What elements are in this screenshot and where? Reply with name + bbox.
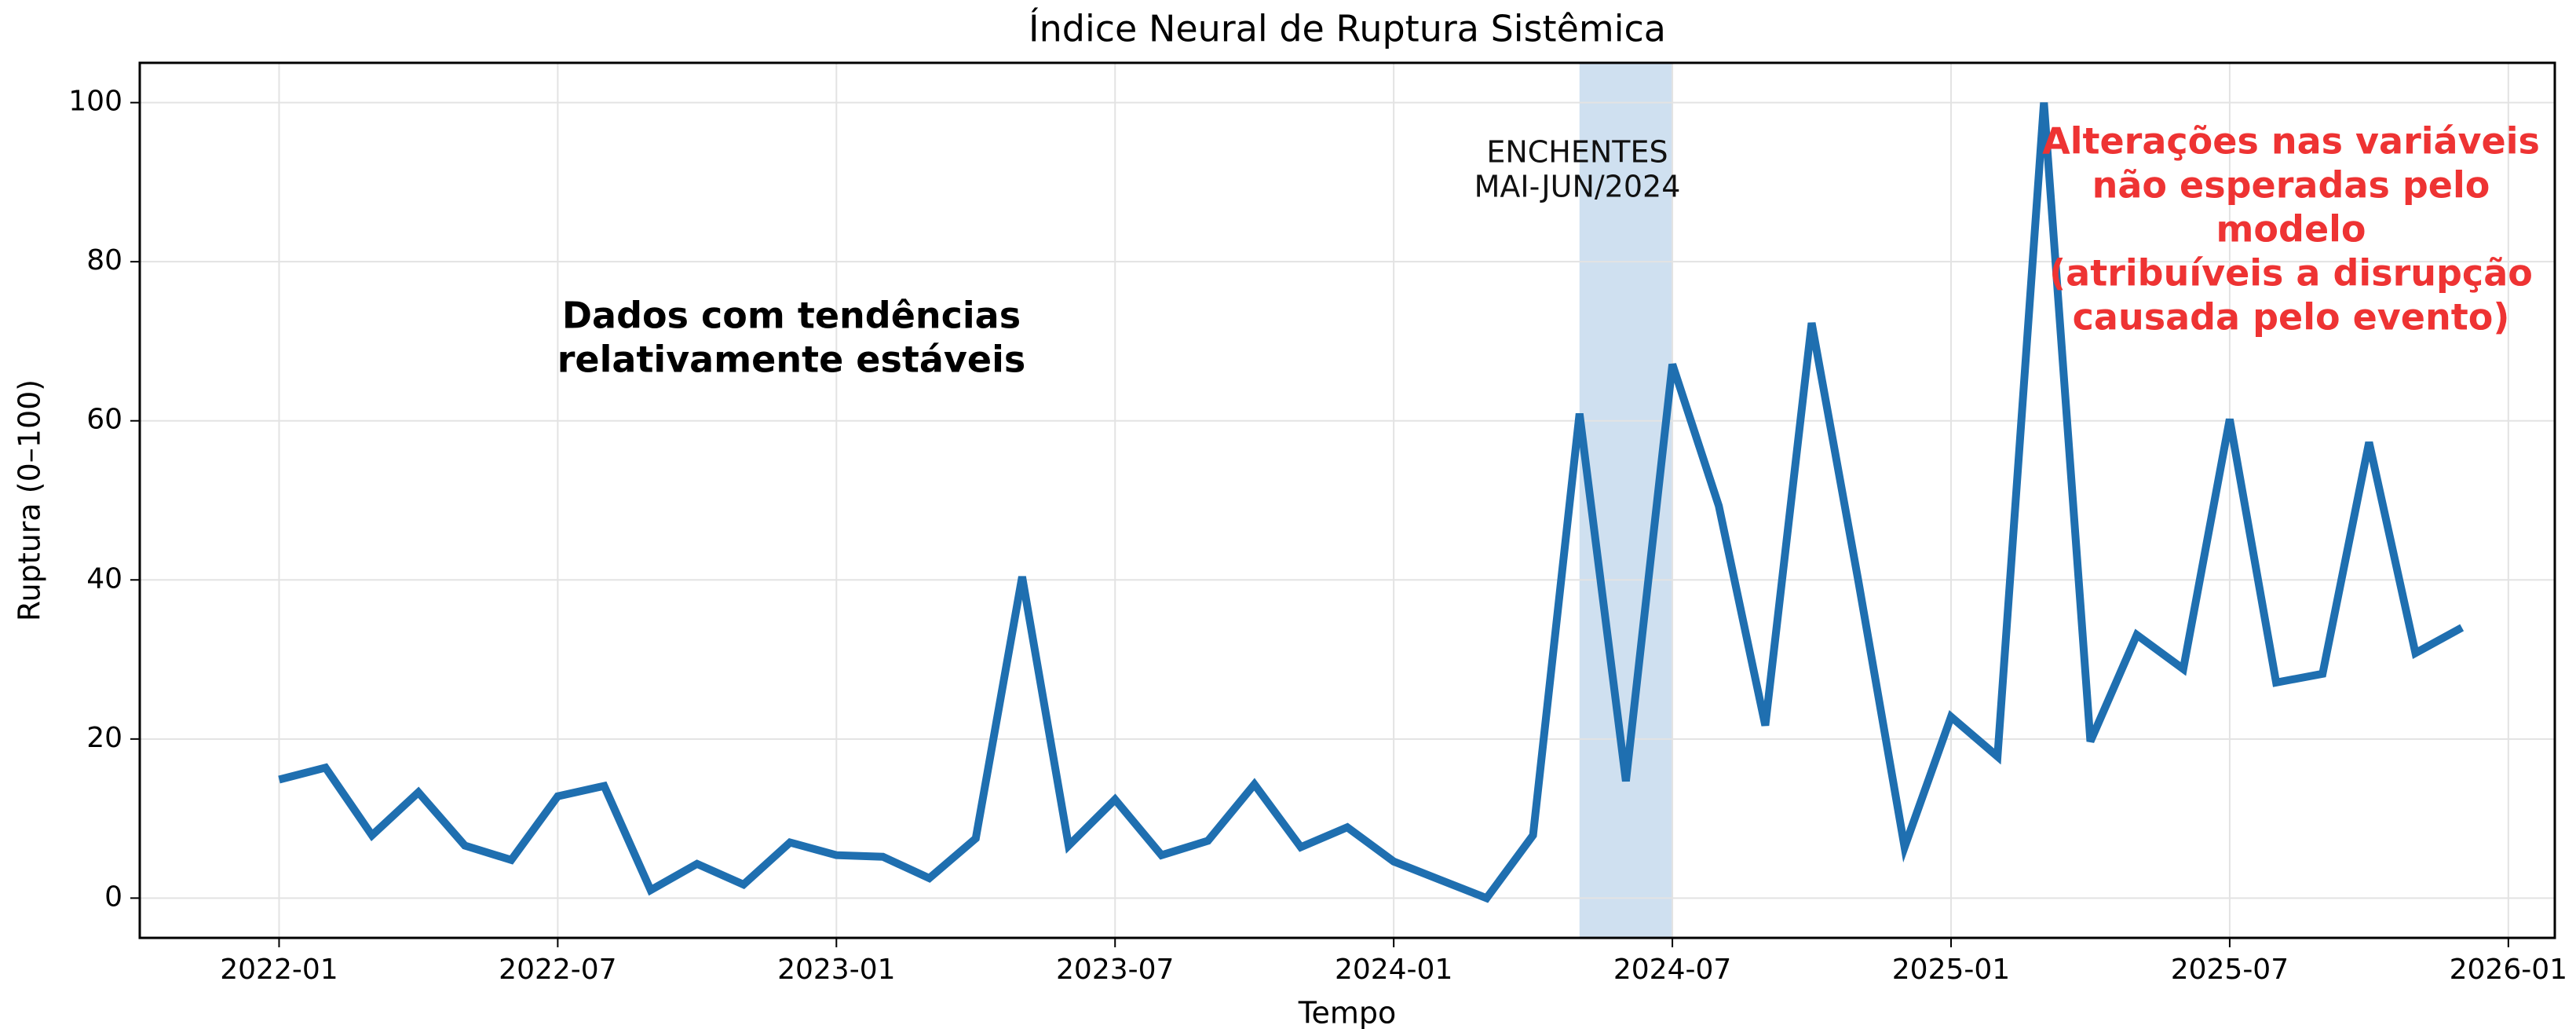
x-tick-label: 2023-07 (1056, 954, 1174, 986)
x-tick-label: 2022-07 (499, 954, 616, 986)
plot-frame (138, 61, 2556, 939)
y-tick-label: 0 (104, 881, 122, 913)
x-tick-label: 2026-01 (2450, 954, 2567, 986)
y-axis-label: Ruptura (0–100) (13, 379, 47, 621)
y-tick-label: 60 (86, 404, 122, 436)
x-tick-label: 2024-01 (1335, 954, 1452, 986)
y-tick-label: 40 (86, 562, 122, 595)
x-tick-label: 2022-01 (220, 954, 338, 986)
x-axis-label: Tempo (1298, 996, 1397, 1029)
annotation: (atribuíveis a disrupção (2049, 252, 2533, 295)
annotation: modelo (2216, 208, 2366, 251)
chart-title: Índice Neural de Ruptura Sistêmica (1029, 8, 1666, 50)
annotation: Dados com tendências (562, 295, 1021, 337)
y-tick-label: 100 (68, 86, 122, 118)
y-tick-label: 80 (86, 244, 122, 276)
x-tick-label: 2024-07 (1613, 954, 1731, 986)
annotation: Alterações nas variáveis (2042, 120, 2540, 163)
x-tick-label: 2025-01 (1892, 954, 2010, 986)
data-line (278, 102, 2465, 903)
y-tick-label: 20 (86, 722, 122, 754)
annotation: ENCHENTES (1486, 135, 1668, 170)
annotation: relativamente estáveis (557, 339, 1026, 381)
annotation: MAI-JUN/2024 (1474, 170, 1681, 204)
annotation: não esperadas pelo (2092, 164, 2490, 207)
x-tick-label: 2025-07 (2171, 954, 2289, 986)
x-tick-label: 2023-01 (777, 954, 895, 986)
annotation: causada pelo evento) (2073, 296, 2510, 339)
